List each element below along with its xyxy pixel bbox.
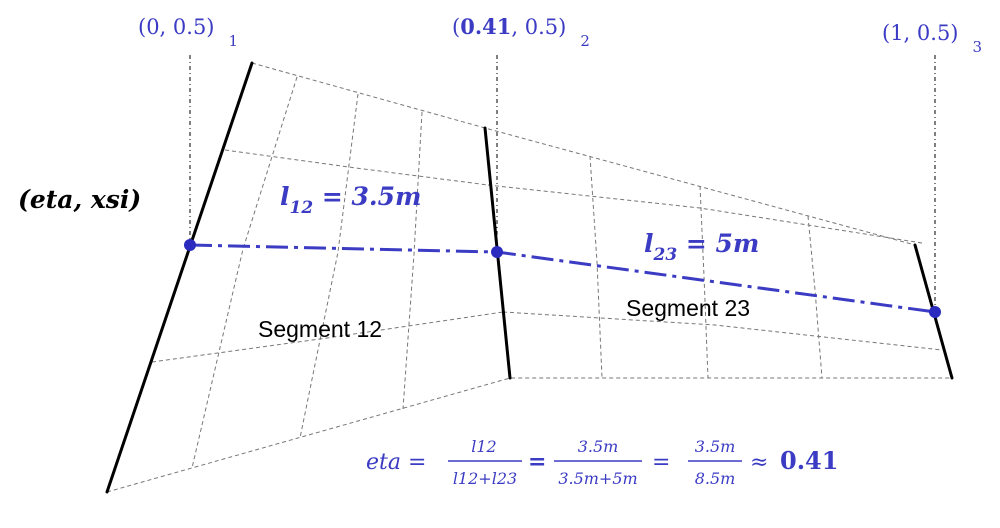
eta-formula: eta = l12 l12+l23 = 3.5m 3.5m+5m = 3.5m …	[366, 437, 838, 488]
mesh-line	[487, 184, 923, 244]
point-3	[929, 306, 941, 318]
mesh-line	[191, 76, 298, 469]
mesh-grid	[106, 62, 952, 493]
formula-frac3-num: 3.5m	[695, 437, 736, 456]
formula-result: 0.41	[780, 446, 838, 475]
mesh-line	[589, 155, 603, 379]
point-1-subscript: 1	[229, 32, 239, 50]
section-lines	[105, 61, 954, 494]
formula-approx: ≈	[750, 450, 768, 475]
point-3-label: (1, 0.5) 3	[882, 21, 982, 56]
mesh-line	[402, 111, 423, 410]
formula-frac3-den: 8.5m	[695, 469, 736, 488]
point-2-eta: 0.41	[460, 14, 511, 39]
section-line-1	[105, 61, 254, 494]
reference-lines	[189, 55, 936, 312]
point-1-label: (0, 0.5) 1	[138, 15, 238, 50]
formula-lhs: eta =	[366, 450, 426, 475]
length-l12: l12 = 3.5m	[280, 182, 421, 218]
mesh-line	[699, 185, 709, 379]
centerline	[189, 243, 936, 314]
mesh-line	[224, 149, 489, 186]
formula-frac1-den: l12+l23	[453, 469, 517, 488]
point-1-coord: (0, 0.5)	[138, 15, 215, 39]
point-2	[491, 246, 503, 258]
formula-frac2-num: 3.5m	[578, 437, 619, 456]
formula-eq2: =	[652, 450, 670, 475]
segment-23-label: Segment 23	[626, 295, 750, 321]
point-2-label: (0.41, 0.5) 2	[452, 14, 590, 50]
mesh-line	[502, 311, 943, 351]
mesh-line	[807, 215, 823, 379]
length-l23: l23 = 5m	[644, 229, 759, 265]
point-3-subscript: 3	[973, 38, 983, 56]
point-2-paren: (	[452, 15, 460, 39]
formula-frac2-den: 3.5m+5m	[558, 469, 637, 488]
point-3-coord: (1, 0.5)	[882, 21, 959, 45]
formula-frac1-num: l12	[471, 437, 496, 456]
point-2-coord-rest: , 0.5)	[511, 15, 566, 39]
segment-12-label: Segment 12	[258, 316, 382, 342]
mesh-line	[151, 311, 504, 363]
mesh-line	[299, 93, 359, 439]
point-1	[184, 239, 196, 251]
formula-eq1: =	[528, 449, 546, 475]
axis-label: (eta, xsi)	[18, 185, 141, 214]
mesh-top-edge	[251, 62, 916, 246]
point-2-subscript: 2	[580, 32, 590, 50]
